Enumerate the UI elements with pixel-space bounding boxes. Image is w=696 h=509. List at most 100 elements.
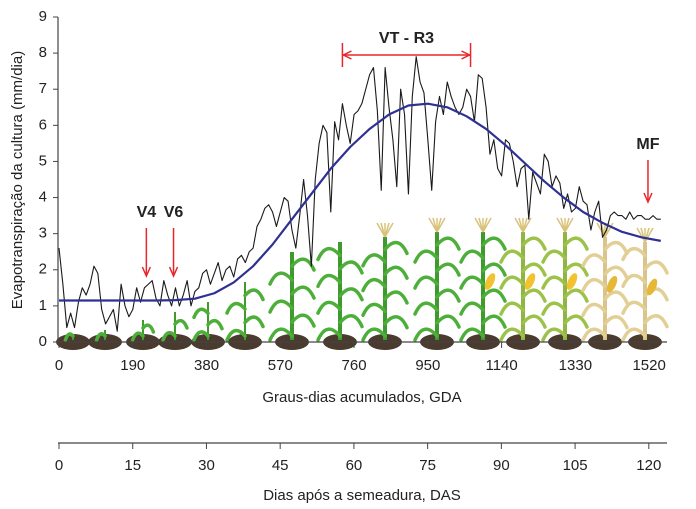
leaf xyxy=(141,323,156,334)
leaf xyxy=(459,301,485,316)
x-tick-label: 760 xyxy=(342,357,367,374)
x2-tick-label: 45 xyxy=(272,457,289,474)
x2-tick-label: 30 xyxy=(198,457,215,474)
leaf xyxy=(413,275,439,290)
annotation-arrowhead xyxy=(168,266,179,278)
leaf xyxy=(225,328,247,342)
leaf xyxy=(603,315,629,330)
leaf xyxy=(459,327,485,342)
x2-tick-label: 75 xyxy=(419,457,436,474)
leaf xyxy=(383,315,409,330)
leaf xyxy=(621,300,647,315)
leaf xyxy=(563,288,589,303)
ear xyxy=(646,278,658,296)
tassel xyxy=(644,227,654,243)
leaf xyxy=(268,327,294,342)
leaf xyxy=(563,314,589,329)
plant-illustrations xyxy=(56,217,669,350)
annotation-label: V4 xyxy=(137,204,157,221)
tassel xyxy=(604,222,614,238)
leaf xyxy=(413,249,439,264)
x2-tick-label: 105 xyxy=(563,457,588,474)
leaf xyxy=(499,301,525,316)
leaf xyxy=(481,314,507,329)
tassel xyxy=(564,217,574,233)
leaf xyxy=(481,288,507,303)
ear xyxy=(566,273,578,290)
leaf xyxy=(481,236,507,251)
leaf xyxy=(541,301,567,316)
leaf xyxy=(361,302,387,317)
leaf xyxy=(192,330,210,342)
x-tick-label: 1520 xyxy=(632,357,665,374)
leaf xyxy=(541,327,567,342)
x-axis-label: Graus-dias acumulados, GDA xyxy=(262,389,461,406)
y-tick-label: 9 xyxy=(39,8,47,25)
leaf xyxy=(192,307,210,320)
leaf xyxy=(541,249,567,264)
x-tick-label: 1140 xyxy=(485,357,517,374)
y-tick-label: 0 xyxy=(39,333,47,350)
tassel xyxy=(482,217,492,233)
leaf xyxy=(499,275,525,290)
annotation-arrowhead xyxy=(141,266,152,278)
ear xyxy=(606,275,618,293)
leaf xyxy=(338,260,364,275)
leaf xyxy=(581,327,607,342)
leaf xyxy=(499,249,525,264)
leaf xyxy=(243,315,265,329)
leaf xyxy=(603,240,629,256)
y-tick-label: 3 xyxy=(39,225,47,242)
leaf xyxy=(563,262,589,277)
leaf xyxy=(383,240,409,256)
leaf xyxy=(643,260,669,275)
leaf xyxy=(316,327,342,342)
leaf xyxy=(268,299,294,314)
annotation-label: V6 xyxy=(164,204,184,221)
tassel xyxy=(522,217,532,233)
x-tick-label: 1330 xyxy=(559,357,592,374)
tassel xyxy=(384,222,394,238)
y-tick-label: 5 xyxy=(39,152,47,169)
leaf xyxy=(521,236,547,251)
tassel xyxy=(436,217,446,233)
annotation-label: MF xyxy=(636,136,659,153)
x2-tick-label: 120 xyxy=(636,457,661,474)
x-tick-label: 570 xyxy=(268,357,293,374)
leaf xyxy=(361,253,387,268)
leaf xyxy=(581,278,607,293)
leaf xyxy=(459,249,485,264)
leaf xyxy=(338,314,364,329)
leaf xyxy=(206,318,224,331)
leaf xyxy=(268,271,294,286)
x-tick-label: 0 xyxy=(55,357,63,374)
leaf xyxy=(383,265,409,280)
leaf xyxy=(361,327,387,342)
ear xyxy=(524,273,536,290)
y-tick-label: 2 xyxy=(39,261,47,278)
leaf xyxy=(316,273,342,289)
leaf xyxy=(499,327,525,342)
leaf xyxy=(603,265,629,280)
y-tick-label: 6 xyxy=(39,116,47,133)
leaf xyxy=(621,273,647,289)
leaf xyxy=(643,314,669,329)
leaf xyxy=(161,330,177,342)
leaf xyxy=(621,246,647,262)
leaf xyxy=(603,290,629,305)
y-axis-label: Evapotranspiração da cultura (mm/dia) xyxy=(9,51,26,309)
leaf xyxy=(173,318,189,330)
leaf xyxy=(290,285,316,300)
leaf xyxy=(243,288,265,302)
leaf xyxy=(130,331,145,342)
annotation-arrowhead xyxy=(643,192,653,204)
leaf xyxy=(290,313,316,328)
leaf xyxy=(481,262,507,277)
leaf xyxy=(521,314,547,329)
ear xyxy=(484,273,496,290)
x2-axis-label: Dias após a semeadura, DAS xyxy=(263,487,461,504)
leaf xyxy=(435,262,461,277)
annotation-arrowhead xyxy=(341,50,472,60)
leaf xyxy=(316,300,342,315)
